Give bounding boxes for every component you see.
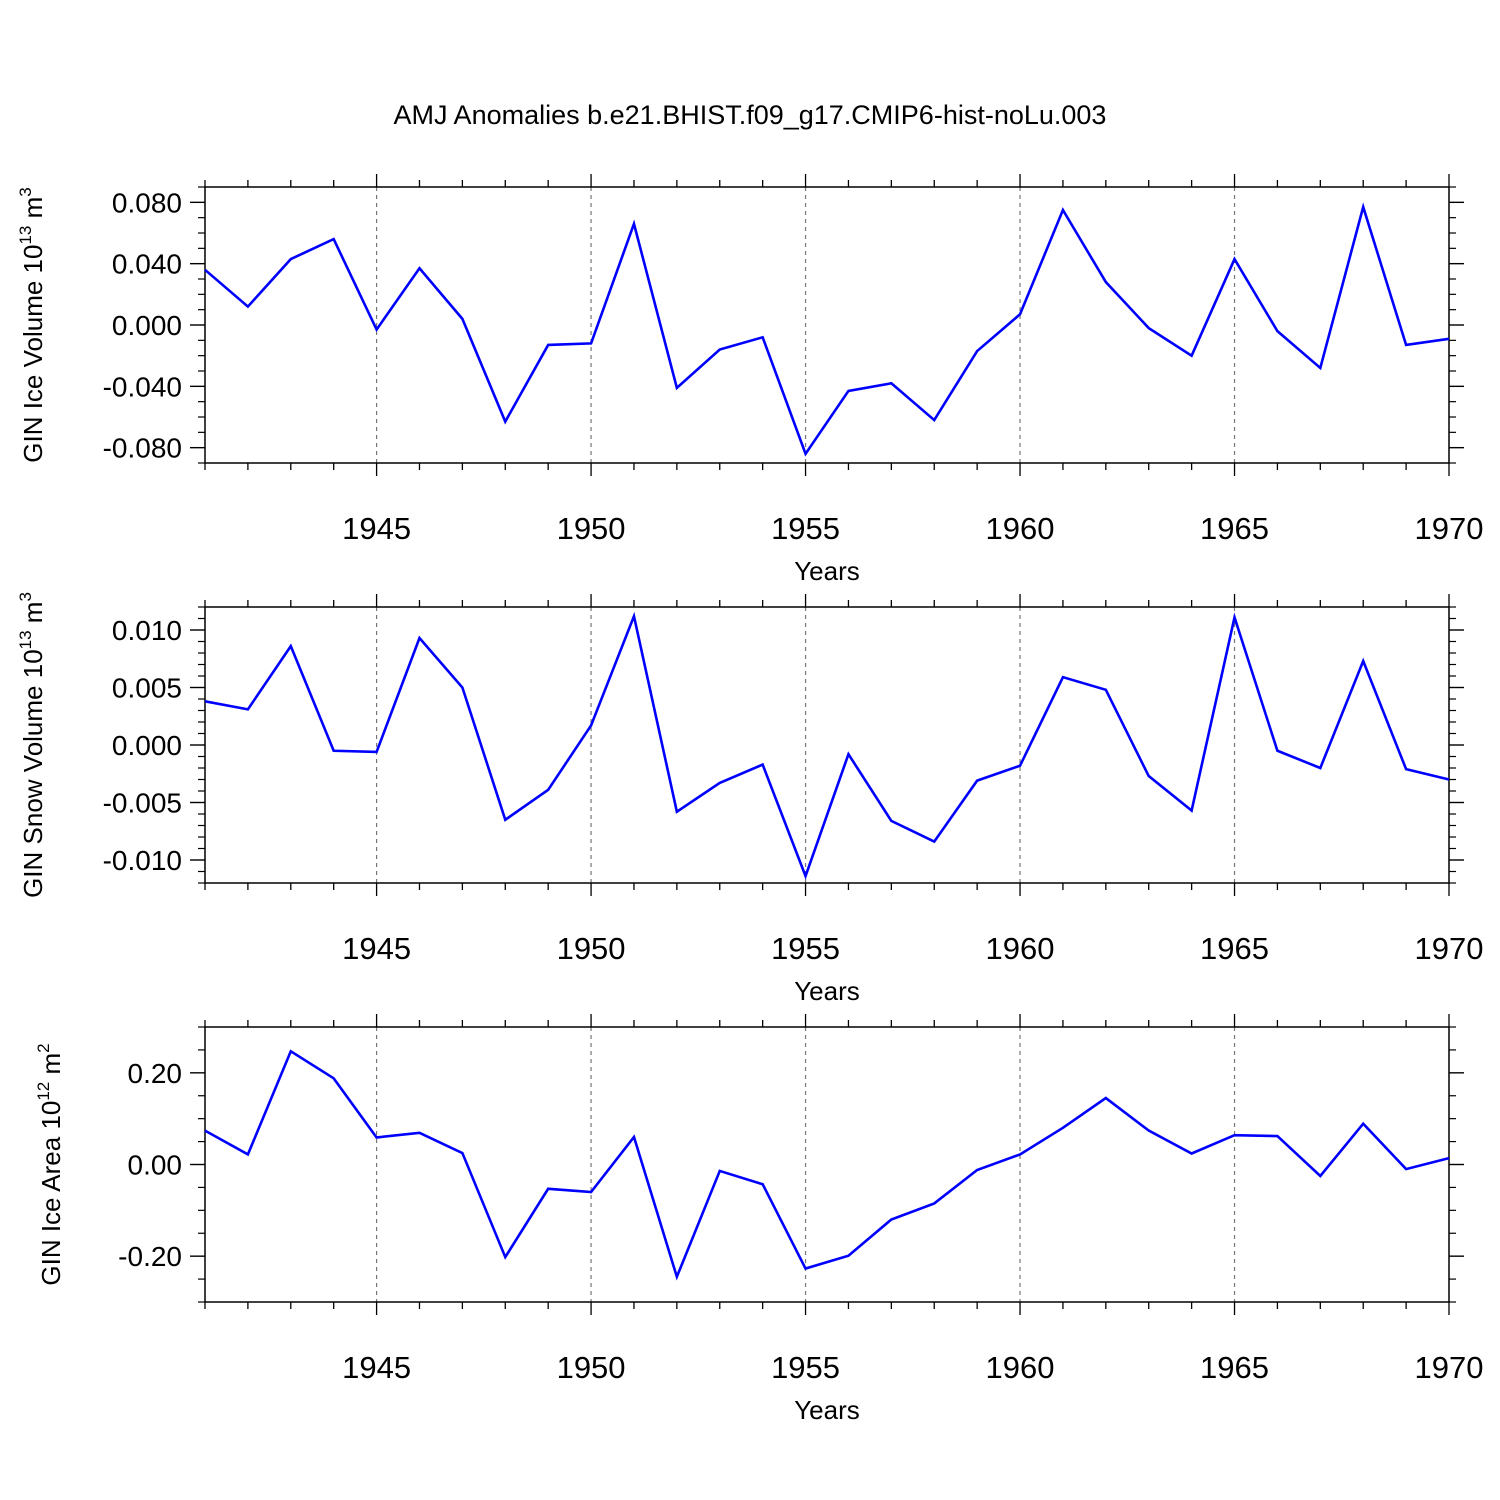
chart-title: AMJ Anomalies b.e21.BHIST.f09_g17.CMIP6-… xyxy=(394,100,1107,130)
x-tick-label: 1965 xyxy=(1200,511,1269,546)
y-tick-label: -0.080 xyxy=(103,433,182,464)
x-axis-label: Years xyxy=(794,976,860,1006)
y-axis-label-text: m xyxy=(18,602,48,631)
y-tick-label: -0.005 xyxy=(103,788,182,819)
y-axis-label: GIN Snow Volume 1013 m3 xyxy=(16,592,48,898)
x-tick-label: 1950 xyxy=(557,1350,626,1385)
plot-frame xyxy=(204,606,1450,884)
x-tick-label: 1970 xyxy=(1415,931,1484,966)
series-line xyxy=(204,202,1450,457)
y-tick-label: 0.000 xyxy=(112,310,182,341)
y-axis-label-superscript: 13 xyxy=(16,630,35,649)
y-axis-label-text: GIN Ice Area 10 xyxy=(36,1101,66,1286)
x-tick-label: 1945 xyxy=(342,1350,411,1385)
x-tick-label: 1950 xyxy=(557,511,626,546)
series-line xyxy=(204,611,1450,880)
y-tick-label: 0.005 xyxy=(112,673,182,704)
y-axis-label: GIN Ice Area 1012 m2 xyxy=(34,1043,66,1285)
x-tick-label: 1945 xyxy=(342,931,411,966)
y-tick-label: 0.000 xyxy=(112,730,182,761)
x-tick-label: 1955 xyxy=(771,511,840,546)
y-tick-label: -0.040 xyxy=(103,371,182,402)
y-tick-label: 0.20 xyxy=(128,1058,183,1089)
y-axis-label-superscript: 2 xyxy=(34,1043,53,1052)
x-tick-label: 1960 xyxy=(986,511,1055,546)
y-tick-label: 0.080 xyxy=(112,187,182,218)
y-axis-label-text: GIN Ice Volume 10 xyxy=(18,245,48,463)
y-axis-label-text: m xyxy=(36,1053,66,1082)
y-axis-label-superscript: 12 xyxy=(34,1082,53,1101)
y-axis-label-superscript: 3 xyxy=(16,187,35,196)
y-axis-label-superscript: 13 xyxy=(16,226,35,245)
x-tick-label: 1965 xyxy=(1200,1350,1269,1385)
y-axis-label-superscript: 3 xyxy=(16,592,35,601)
x-axis-label: Years xyxy=(794,556,860,586)
x-tick-label: 1945 xyxy=(342,511,411,546)
x-tick-label: 1970 xyxy=(1415,511,1484,546)
x-axis-label: Years xyxy=(794,1395,860,1425)
x-tick-label: 1955 xyxy=(771,931,840,966)
y-tick-label: 0.040 xyxy=(112,249,182,280)
y-tick-label: -0.20 xyxy=(118,1241,182,1272)
y-tick-label: 0.010 xyxy=(112,615,182,646)
y-axis-label-text: m xyxy=(18,197,48,226)
y-tick-label: 0.00 xyxy=(128,1150,183,1181)
x-tick-label: 1955 xyxy=(771,1350,840,1385)
x-tick-label: 1965 xyxy=(1200,931,1269,966)
x-tick-label: 1960 xyxy=(986,931,1055,966)
y-tick-label: -0.010 xyxy=(103,845,182,876)
panel-2: -0.010 -0.005 0.000 0.005 0.010 1945 1950 1955 1… xyxy=(16,592,1483,1006)
series-line xyxy=(204,1049,1450,1281)
plot-frame xyxy=(204,1026,1450,1303)
y-axis-label-text: GIN Snow Volume 10 xyxy=(18,649,48,898)
x-tick-label: 1950 xyxy=(557,931,626,966)
panel-1: -0.080 -0.040 0.000 0.040 0.080 1945 1950 1955 1… xyxy=(16,174,1483,586)
x-tick-label: 1970 xyxy=(1415,1350,1484,1385)
panel-3: -0.20 0.00 0.20 1945 1950 1955 1960 1965 1970 Yea… xyxy=(34,1014,1483,1425)
y-axis-label: GIN Ice Volume 1013 m3 xyxy=(16,187,48,463)
x-tick-label: 1960 xyxy=(986,1350,1055,1385)
